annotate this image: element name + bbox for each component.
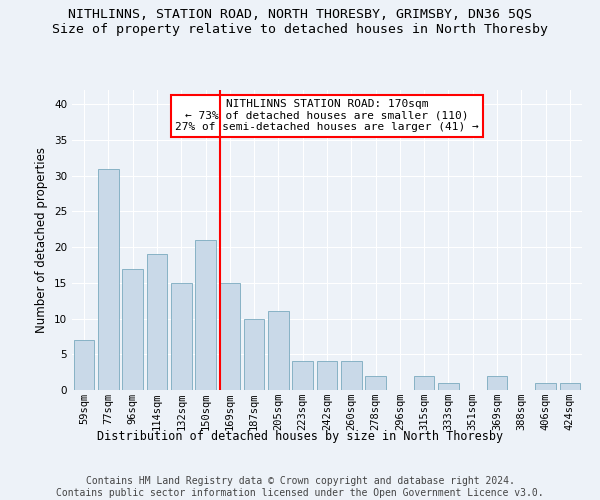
Bar — [438, 383, 459, 390]
Bar — [560, 383, 580, 390]
Bar — [98, 168, 119, 390]
Text: Contains HM Land Registry data © Crown copyright and database right 2024.
Contai: Contains HM Land Registry data © Crown c… — [56, 476, 544, 498]
Bar — [292, 362, 313, 390]
Bar — [365, 376, 386, 390]
Bar — [146, 254, 167, 390]
Bar — [171, 283, 191, 390]
Bar — [535, 383, 556, 390]
Bar — [244, 318, 265, 390]
Bar — [268, 312, 289, 390]
Text: NITHLINNS, STATION ROAD, NORTH THORESBY, GRIMSBY, DN36 5QS: NITHLINNS, STATION ROAD, NORTH THORESBY,… — [68, 8, 532, 20]
Y-axis label: Number of detached properties: Number of detached properties — [35, 147, 49, 333]
Bar — [220, 283, 240, 390]
Text: Distribution of detached houses by size in North Thoresby: Distribution of detached houses by size … — [97, 430, 503, 443]
Bar — [317, 362, 337, 390]
Text: NITHLINNS STATION ROAD: 170sqm
← 73% of detached houses are smaller (110)
27% of: NITHLINNS STATION ROAD: 170sqm ← 73% of … — [175, 99, 479, 132]
Bar — [487, 376, 508, 390]
Bar — [195, 240, 216, 390]
Text: Size of property relative to detached houses in North Thoresby: Size of property relative to detached ho… — [52, 22, 548, 36]
Bar — [341, 362, 362, 390]
Bar — [74, 340, 94, 390]
Bar — [414, 376, 434, 390]
Bar — [122, 268, 143, 390]
